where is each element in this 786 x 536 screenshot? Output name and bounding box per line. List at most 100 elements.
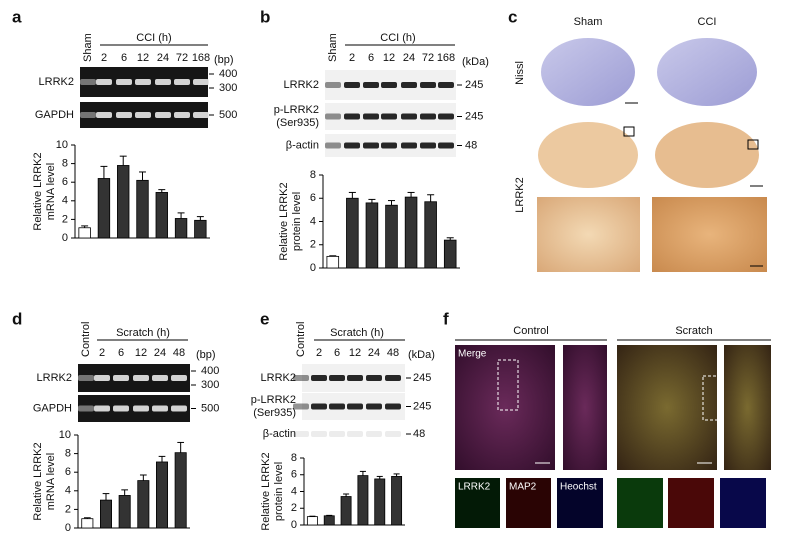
y-tick-label: 0 (291, 519, 297, 531)
marker-label: 500 (201, 402, 219, 414)
gel-band (381, 82, 397, 88)
gel-band (311, 375, 327, 381)
control-label: Control (80, 322, 92, 357)
bar (340, 496, 352, 526)
control-label: Sham (82, 33, 94, 62)
gel-band (113, 375, 129, 381)
gel-band (438, 113, 454, 120)
gel-band (171, 375, 187, 381)
gel-band (293, 431, 309, 437)
panel-letter: a (12, 7, 22, 26)
gel-band (329, 403, 345, 410)
y-axis-label: mRNA level (45, 453, 57, 510)
bar (374, 478, 386, 526)
gel-band (420, 142, 436, 149)
lane-header: CCI (h) (380, 32, 415, 44)
y-tick-label: 0 (310, 262, 316, 274)
gel-band (325, 82, 341, 88)
gel-band (311, 403, 327, 410)
lane-label: 48 (387, 347, 399, 359)
channel-label: LRRK2 (458, 482, 491, 493)
lane-label: 2 (99, 347, 105, 359)
gel-band (174, 112, 190, 118)
gel-band (133, 405, 149, 412)
y-tick-label: 2 (65, 503, 71, 515)
y-axis-label: protein level (273, 462, 285, 521)
fluorescence-images (455, 339, 771, 528)
y-tick-label: 6 (65, 466, 71, 478)
bar (306, 516, 318, 526)
y-tick-label: 2 (310, 239, 316, 251)
lane-label: 72 (422, 52, 434, 64)
gel-band (420, 82, 436, 88)
unit-label: (kDa) (408, 349, 435, 361)
lane-label: 6 (368, 52, 374, 64)
column-label: Sham (574, 16, 603, 28)
lane-header: Scratch (h) (116, 327, 170, 339)
gel-band (329, 375, 345, 381)
lane-label: 12 (137, 52, 149, 64)
panel-letter: b (260, 7, 270, 26)
gel-band (94, 375, 110, 381)
bar (385, 204, 398, 269)
gel-band (80, 79, 96, 85)
row-label: (Ser935) (253, 407, 296, 419)
marker-label: 300 (219, 82, 237, 94)
bar (97, 178, 111, 239)
panel-letter: e (260, 309, 269, 328)
lane-label: 6 (118, 347, 124, 359)
y-axis-label: mRNA level (45, 163, 57, 220)
y-tick-label: 2 (291, 502, 297, 514)
merge-label: Merge (458, 349, 487, 360)
panel-letter: c (508, 7, 517, 26)
gel-band (385, 403, 401, 410)
lane-header: CCI (h) (136, 32, 171, 44)
gel-band (133, 375, 149, 381)
gel-band (325, 142, 341, 149)
gel-band (344, 113, 360, 120)
bar (326, 255, 340, 269)
gel-band (363, 113, 379, 120)
marker-label: 245 (413, 372, 431, 384)
lane-label: 168 (192, 52, 210, 64)
gel-band (347, 403, 363, 410)
gel-band (94, 405, 110, 412)
gel-band (152, 405, 168, 412)
bar (155, 192, 168, 239)
row-label: LRRK2 (514, 177, 526, 212)
bar (81, 518, 94, 529)
gel-band (420, 113, 436, 120)
y-tick-label: 8 (62, 158, 68, 170)
y-tick-label: 0 (65, 522, 71, 534)
lane-label: 24 (368, 347, 380, 359)
bar (78, 227, 91, 239)
gel-band (96, 79, 112, 85)
row-label: Nissl (514, 61, 526, 85)
gel-band (80, 112, 96, 118)
gel-band (344, 82, 360, 88)
channel-label: MAP2 (509, 482, 537, 493)
bar (357, 475, 369, 526)
lane-label: 6 (334, 347, 340, 359)
lane-label: 2 (101, 52, 107, 64)
marker-label: 500 (219, 109, 237, 121)
gel-band (401, 82, 417, 88)
marker-label: 300 (201, 379, 219, 391)
bar (174, 218, 188, 239)
gel-band (325, 113, 341, 120)
panel-letter: f (443, 309, 449, 328)
gel-band (329, 431, 345, 437)
lane-label: 6 (121, 52, 127, 64)
y-tick-label: 0 (62, 232, 68, 244)
bar (194, 219, 207, 239)
gel-band (381, 113, 397, 120)
lane-label: 48 (173, 347, 185, 359)
bar (174, 452, 187, 529)
marker-label: 400 (201, 365, 219, 377)
bar (136, 179, 149, 239)
row-label: β-actin (263, 428, 296, 440)
y-axis-label: Relative LRRK2 (32, 152, 44, 230)
lane-label: 168 (437, 52, 455, 64)
marker-label: 245 (413, 400, 431, 412)
